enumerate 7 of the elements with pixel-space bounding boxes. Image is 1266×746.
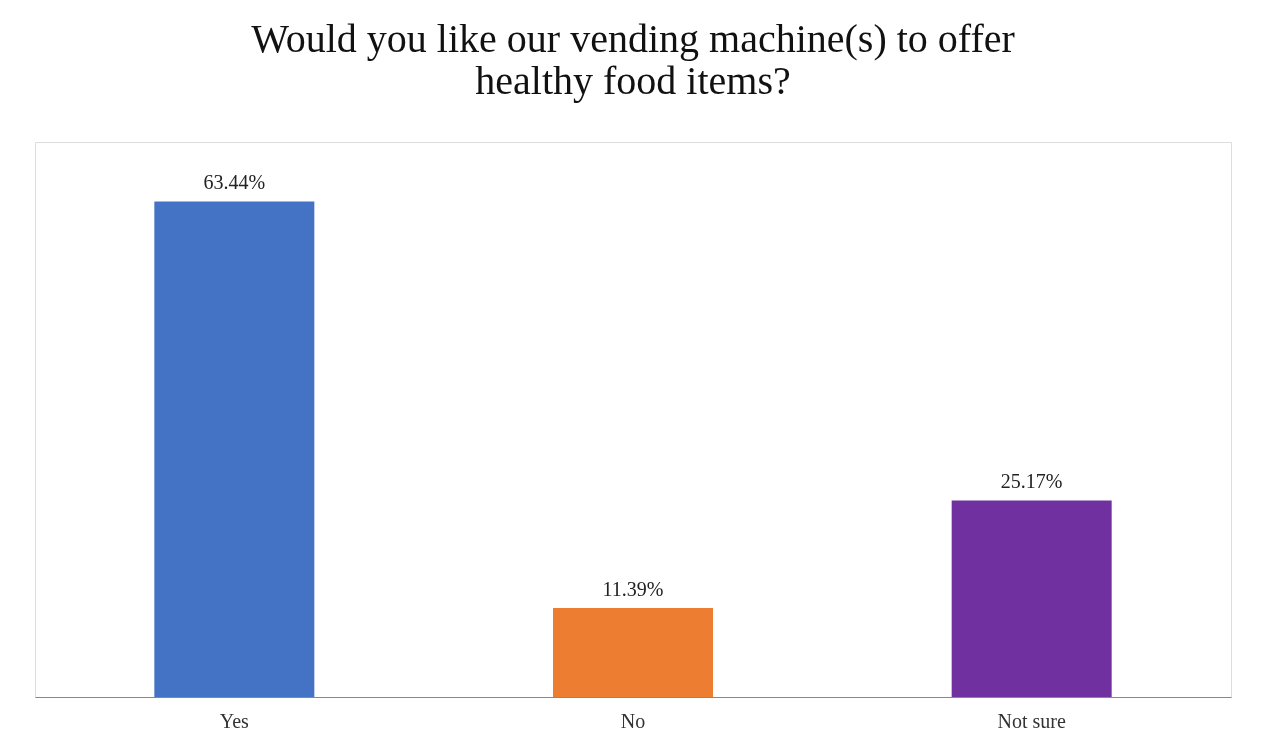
data-label: 11.39% <box>602 578 664 601</box>
x-tick-label: Yes <box>219 709 250 732</box>
x-tick-label: No <box>620 709 646 732</box>
data-label: 63.44% <box>203 171 266 194</box>
chart-title: Would you like our vending machine(s) to offer healthy food items? <box>251 16 1015 103</box>
data-label: 25.17% <box>1000 470 1063 493</box>
x-tick-label: Not sure <box>997 709 1066 732</box>
